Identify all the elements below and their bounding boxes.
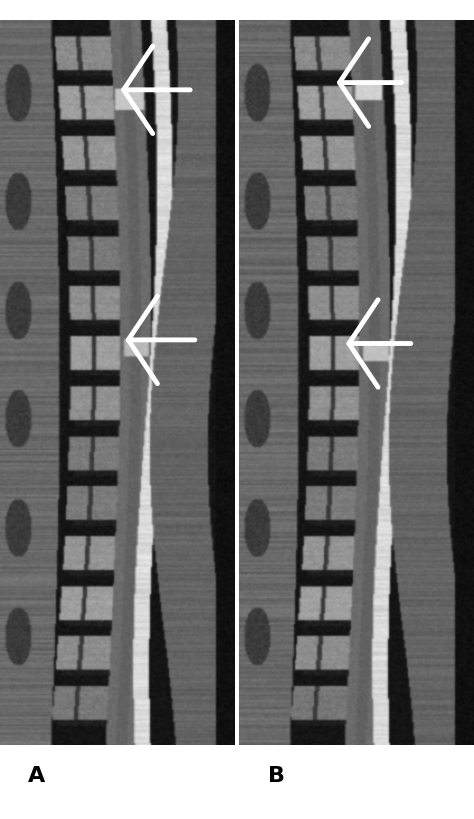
Text: B: B: [267, 767, 284, 786]
Text: A: A: [28, 767, 46, 786]
